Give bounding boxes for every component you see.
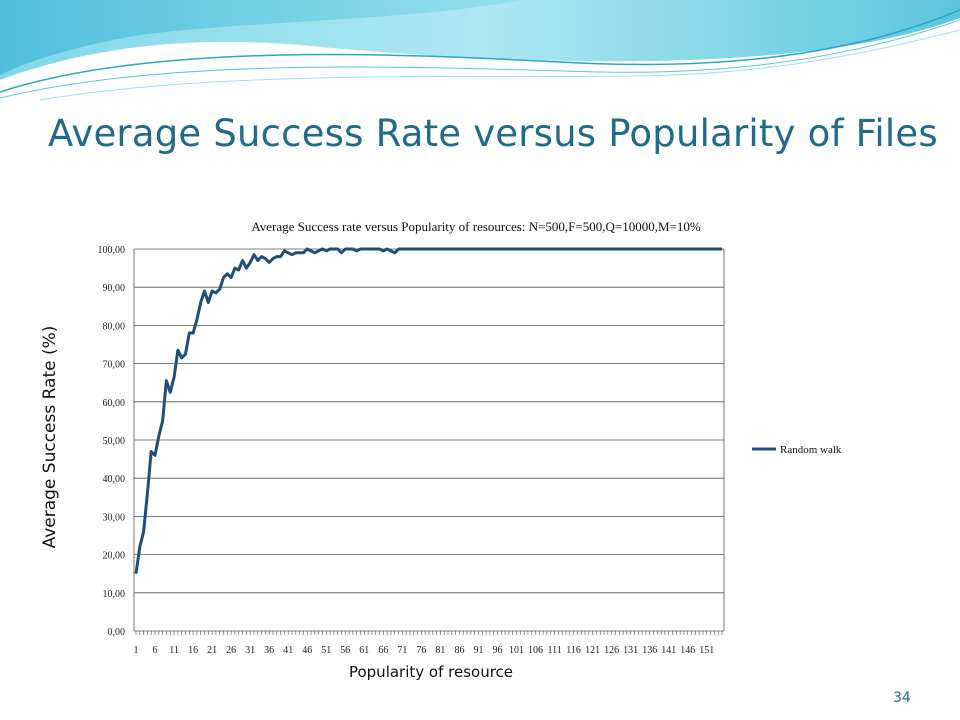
x-tick-label: 11 (169, 645, 179, 656)
header-wave-decoration (0, 0, 960, 101)
x-tick-label: 16 (188, 645, 198, 656)
y-tick-label: 10,00 (103, 589, 126, 600)
y-tick-label: 50,00 (103, 436, 126, 447)
y-tick-label: 90,00 (103, 283, 126, 294)
y-tick-label: 30,00 (103, 512, 126, 523)
x-tick-label: 86 (454, 645, 464, 656)
x-tick-label: 91 (473, 645, 483, 656)
legend-label: Random walk (780, 444, 842, 456)
x-tick-label: 136 (642, 645, 657, 656)
y-tick-labels: 0,00 10,00 20,00 30,00 40,00 50,00 60,00 70,00 8… (98, 245, 126, 638)
x-tick-label: 1 (134, 645, 139, 656)
x-tick-label: 81 (435, 645, 445, 656)
y-tick-label: 70,00 (103, 360, 126, 371)
page-number: 34 (893, 690, 911, 706)
x-tick-label: 51 (321, 645, 331, 656)
x-tick-label: 151 (699, 645, 714, 656)
x-tick-label: 31 (245, 645, 255, 656)
x-tick-label: 106 (528, 645, 543, 656)
y-tick-label: 20,00 (103, 551, 126, 562)
x-tick-label: 116 (566, 645, 581, 656)
chart-title: Average Success rate versus Popularity o… (251, 219, 701, 234)
x-tick-label: 56 (340, 645, 350, 656)
y-tick-label: 60,00 (103, 398, 126, 409)
legend: Random walk (752, 444, 842, 456)
y-tick-label: 40,00 (103, 474, 126, 485)
x-axis-label: Popularity of resource (348, 663, 514, 681)
x-tick-label: 96 (492, 645, 502, 656)
x-tick-label: 141 (661, 645, 676, 656)
x-tick-label: 36 (264, 645, 274, 656)
x-tick-label: 41 (283, 645, 293, 656)
y-tick-label: 100,00 (98, 245, 126, 256)
x-tick-label: 26 (226, 645, 236, 656)
x-axis-label-background (302, 658, 560, 686)
slide-title: Average Success Rate versus Popularity o… (48, 112, 938, 155)
x-tick-label: 131 (623, 645, 638, 656)
gridlines (133, 248, 725, 632)
x-tick-labels: 1 6 11 16 21 26 31 36 41 46 51 56 61 66 71 76 81 86 91 96 10… (134, 631, 723, 656)
series-group (134, 247, 722, 574)
x-tick-label: 61 (359, 645, 369, 656)
x-tick-label: 146 (680, 645, 695, 656)
y-tick-label: 80,00 (103, 321, 126, 332)
x-tick-label: 6 (153, 645, 158, 656)
y-axis-label-background (24, 282, 76, 592)
x-tick-label: 101 (509, 645, 524, 656)
x-tick-label: 46 (302, 645, 312, 656)
x-tick-label: 21 (207, 645, 217, 656)
y-tick-label: 0,00 (108, 627, 126, 638)
x-tick-label: 126 (604, 645, 619, 656)
series-line-random-walk (134, 247, 722, 574)
x-tick-label: 66 (378, 645, 388, 656)
x-tick-label: 111 (547, 645, 561, 656)
x-tick-label: 121 (585, 645, 600, 656)
x-tick-label: 76 (416, 645, 426, 656)
x-tick-label: 71 (397, 645, 407, 656)
